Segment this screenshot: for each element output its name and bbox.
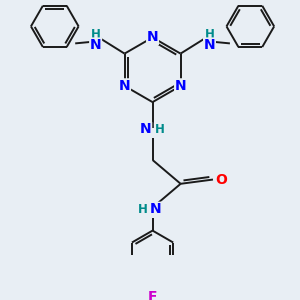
Text: N: N <box>147 30 158 44</box>
Text: N: N <box>140 122 152 136</box>
Text: H: H <box>205 28 214 41</box>
Text: N: N <box>90 38 101 52</box>
Text: H: H <box>154 123 164 136</box>
Text: H: H <box>137 203 147 216</box>
Text: N: N <box>119 79 130 93</box>
Text: H: H <box>91 28 100 41</box>
Text: N: N <box>175 79 186 93</box>
Text: N: N <box>150 202 162 216</box>
Text: N: N <box>204 38 215 52</box>
Text: O: O <box>215 172 227 187</box>
Text: F: F <box>148 290 157 300</box>
